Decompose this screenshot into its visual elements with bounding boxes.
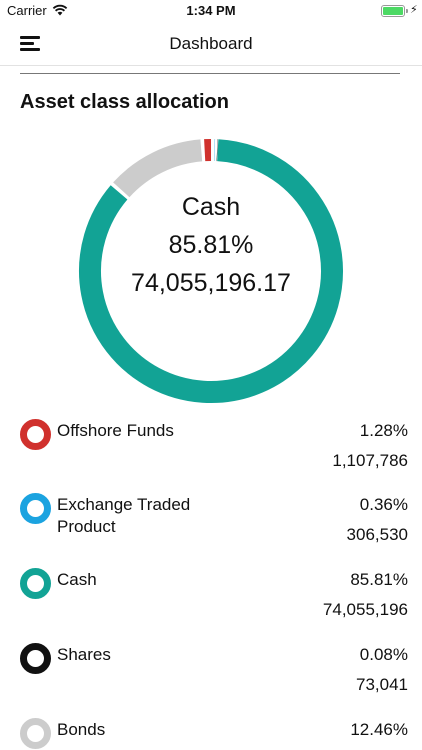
section-title: Asset class allocation	[20, 91, 229, 113]
legend-dot-icon	[20, 419, 51, 450]
selected-asset-name: Cash	[181, 193, 241, 221]
legend-dot-icon	[20, 568, 51, 599]
battery-tip	[406, 9, 408, 13]
legend-percent: 0.36%	[359, 495, 408, 514]
legend-amount: 306,530	[346, 525, 408, 544]
navigation-bar: Dashboard	[0, 22, 422, 66]
legend-amount: 1,107,786	[332, 451, 408, 470]
divider	[20, 73, 400, 74]
selected-asset-value: 74,055,196.17	[131, 269, 291, 297]
legend-amount: 73,041	[356, 675, 408, 694]
hamburger-menu-icon[interactable]	[20, 36, 42, 52]
donut-center-summary: Cash 85.81% 74,055,196.17	[78, 192, 344, 298]
status-bar: Carrier 1:34 PM ⚡	[0, 0, 422, 22]
legend-percent: 85.81%	[350, 570, 408, 589]
carrier-label: Carrier	[7, 3, 47, 18]
legend-label: Shares	[57, 645, 111, 664]
legend-percent: 12.46%	[350, 720, 408, 739]
legend-percent: 1.28%	[359, 421, 408, 440]
legend-label: Exchange Traded Product	[57, 495, 191, 536]
selected-asset-percent: 85.81%	[168, 231, 254, 259]
legend-label: Cash	[57, 570, 97, 589]
legend-dot-icon	[20, 493, 51, 524]
donut-slice-bonds[interactable]	[113, 139, 203, 198]
donut-slice-cash[interactable]	[79, 139, 343, 403]
charging-bolt-icon: ⚡	[410, 4, 418, 16]
wifi-icon	[52, 4, 68, 16]
page-title: Dashboard	[169, 34, 253, 53]
legend-label: Bonds	[57, 720, 106, 739]
legend-percent: 0.08%	[359, 645, 408, 664]
legend-label: Offshore Funds	[57, 421, 174, 440]
legend-amount: 74,055,196	[322, 600, 408, 619]
legend-dot-icon	[20, 643, 51, 674]
battery-icon	[381, 5, 405, 17]
clock: 1:34 PM	[186, 3, 236, 18]
allocation-donut-chart[interactable]	[78, 138, 344, 404]
legend-dot-icon	[20, 718, 51, 749]
